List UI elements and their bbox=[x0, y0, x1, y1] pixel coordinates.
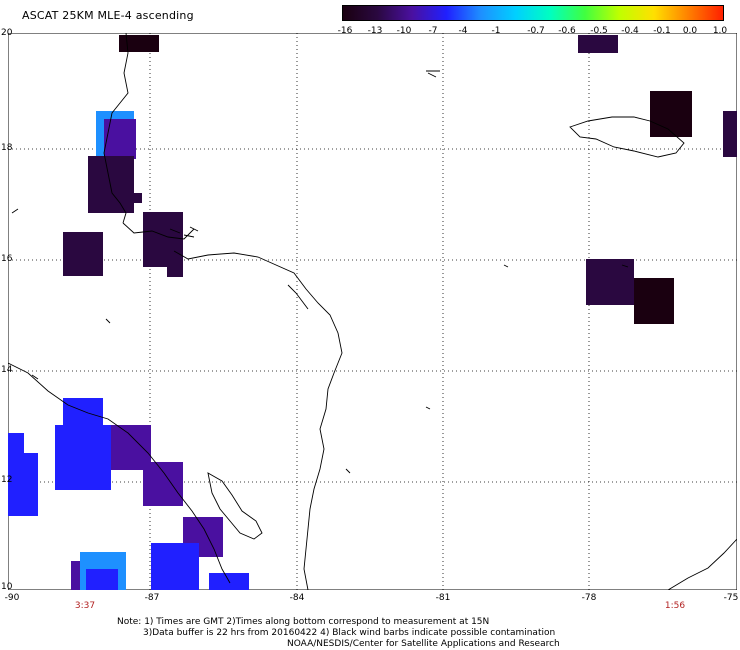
lat-label: 16 bbox=[1, 254, 13, 264]
data-cell bbox=[143, 212, 183, 267]
colorbar-label: -13 bbox=[367, 26, 383, 36]
note-line-1: Note: 1) Times are GMT 2)Times along bot… bbox=[117, 617, 490, 627]
colorbar-label: -16 bbox=[337, 26, 353, 36]
colorbar-label: -0.1 bbox=[653, 26, 671, 36]
page-title: ASCAT 25KM MLE-4 ascending bbox=[22, 9, 194, 22]
scatterometer-cells bbox=[8, 35, 737, 590]
lat-label: 14 bbox=[1, 365, 13, 375]
data-cell bbox=[650, 91, 692, 137]
data-cell bbox=[86, 569, 118, 590]
data-cell bbox=[143, 462, 183, 506]
data-cell bbox=[104, 119, 136, 159]
colorbar-label: -4 bbox=[458, 26, 468, 36]
data-cell bbox=[55, 425, 111, 490]
map-panel[interactable] bbox=[8, 33, 737, 590]
colorbar-label: -0.7 bbox=[527, 26, 545, 36]
colorbar-label: -0.5 bbox=[590, 26, 608, 36]
lon-label: -81 bbox=[435, 593, 451, 603]
lat-label: 10 bbox=[1, 582, 13, 592]
data-cell bbox=[634, 278, 674, 324]
time-label: 1:56 bbox=[664, 601, 686, 611]
colorbar-label: -7 bbox=[428, 26, 438, 36]
lon-label: -87 bbox=[144, 593, 160, 603]
data-cell bbox=[63, 232, 103, 276]
colorbar-label: 1.0 bbox=[712, 26, 728, 36]
data-cell bbox=[88, 156, 134, 213]
lon-label: -75 bbox=[723, 593, 739, 603]
coastline bbox=[8, 33, 737, 590]
data-cell bbox=[63, 398, 103, 428]
lat-label: 12 bbox=[1, 475, 13, 485]
lon-label: -90 bbox=[4, 593, 20, 603]
colorbar bbox=[342, 5, 724, 21]
colorbar-label: 0.0 bbox=[682, 26, 698, 36]
data-cell bbox=[8, 453, 38, 516]
note-line-3: NOAA/NESDIS/Center for Satellite Applica… bbox=[287, 639, 560, 649]
data-cell bbox=[167, 267, 183, 277]
lat-label: 20 bbox=[1, 28, 13, 38]
colorbar-label: -0.4 bbox=[621, 26, 639, 36]
lat-label: 18 bbox=[1, 143, 13, 153]
data-cell bbox=[578, 35, 618, 53]
note-line-2: 3)Data buffer is 22 hrs from 20160422 4)… bbox=[143, 628, 556, 638]
data-cell bbox=[134, 193, 142, 203]
colorbar-label: -10 bbox=[396, 26, 412, 36]
lon-label: -84 bbox=[289, 593, 305, 603]
data-cell bbox=[119, 35, 159, 52]
data-cell bbox=[151, 543, 199, 590]
data-cell bbox=[723, 111, 737, 157]
time-label: 3:37 bbox=[74, 601, 96, 611]
lon-label: -78 bbox=[581, 593, 597, 603]
data-cell bbox=[586, 259, 634, 305]
colorbar-label: -1 bbox=[491, 26, 501, 36]
colorbar-label: -0.6 bbox=[558, 26, 576, 36]
